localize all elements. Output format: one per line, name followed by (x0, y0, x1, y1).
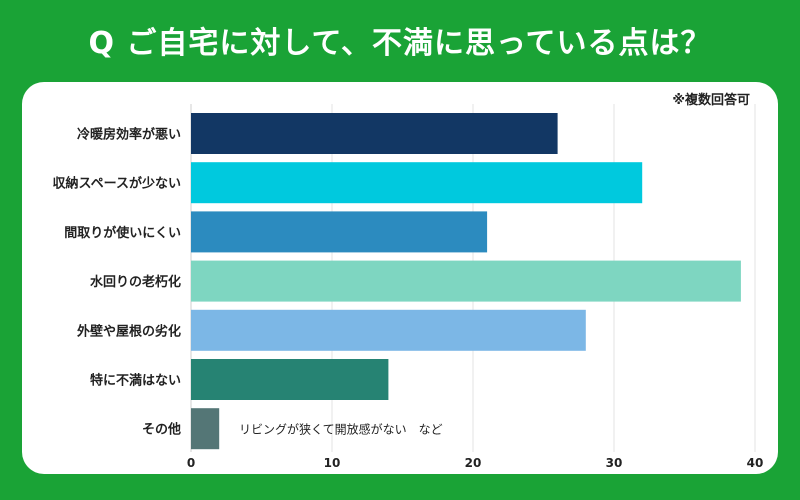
bar-1 (191, 162, 643, 204)
bar-3 (191, 260, 741, 302)
x-tick-label-40: 40 (747, 456, 764, 470)
x-tick-label-20: 20 (465, 456, 482, 470)
category-label-3: 水回りの老朽化 (90, 274, 181, 290)
category-label-6: その他 (142, 422, 181, 438)
category-label-5: 特に不満はない (90, 373, 181, 389)
category-label-4: 外壁や屋根の劣化 (76, 323, 181, 339)
bar-2 (191, 211, 488, 253)
bar-0 (191, 113, 558, 154)
chart-panel: ※複数回答可 冷暖房効率が悪い収納スペースが少ない間取りが使いにくい水回りの老朽… (22, 82, 778, 474)
annotation-label: リビングが狭くて開放感がない など (239, 422, 443, 437)
category-label-2: 間取りが使いにくい (64, 225, 181, 241)
category-label-0: 冷暖房効率が悪い (77, 127, 181, 143)
multiple-answer-note: ※複数回答可 (672, 93, 750, 108)
bar-5 (191, 359, 389, 400)
x-tick-label-30: 30 (606, 456, 623, 470)
bar-chart: 冷暖房効率が悪い収納スペースが少ない間取りが使いにくい水回りの老朽化外壁や屋根の… (53, 104, 764, 470)
chart-title: Q ご自宅に対して、不満に思っている点は？ (88, 26, 712, 61)
x-tick-label-0: 0 (187, 456, 195, 470)
x-tick-label-10: 10 (324, 456, 341, 470)
bar-6 (191, 408, 220, 450)
bar-4 (191, 309, 586, 351)
category-label-1: 収納スペースが少ない (53, 176, 181, 192)
